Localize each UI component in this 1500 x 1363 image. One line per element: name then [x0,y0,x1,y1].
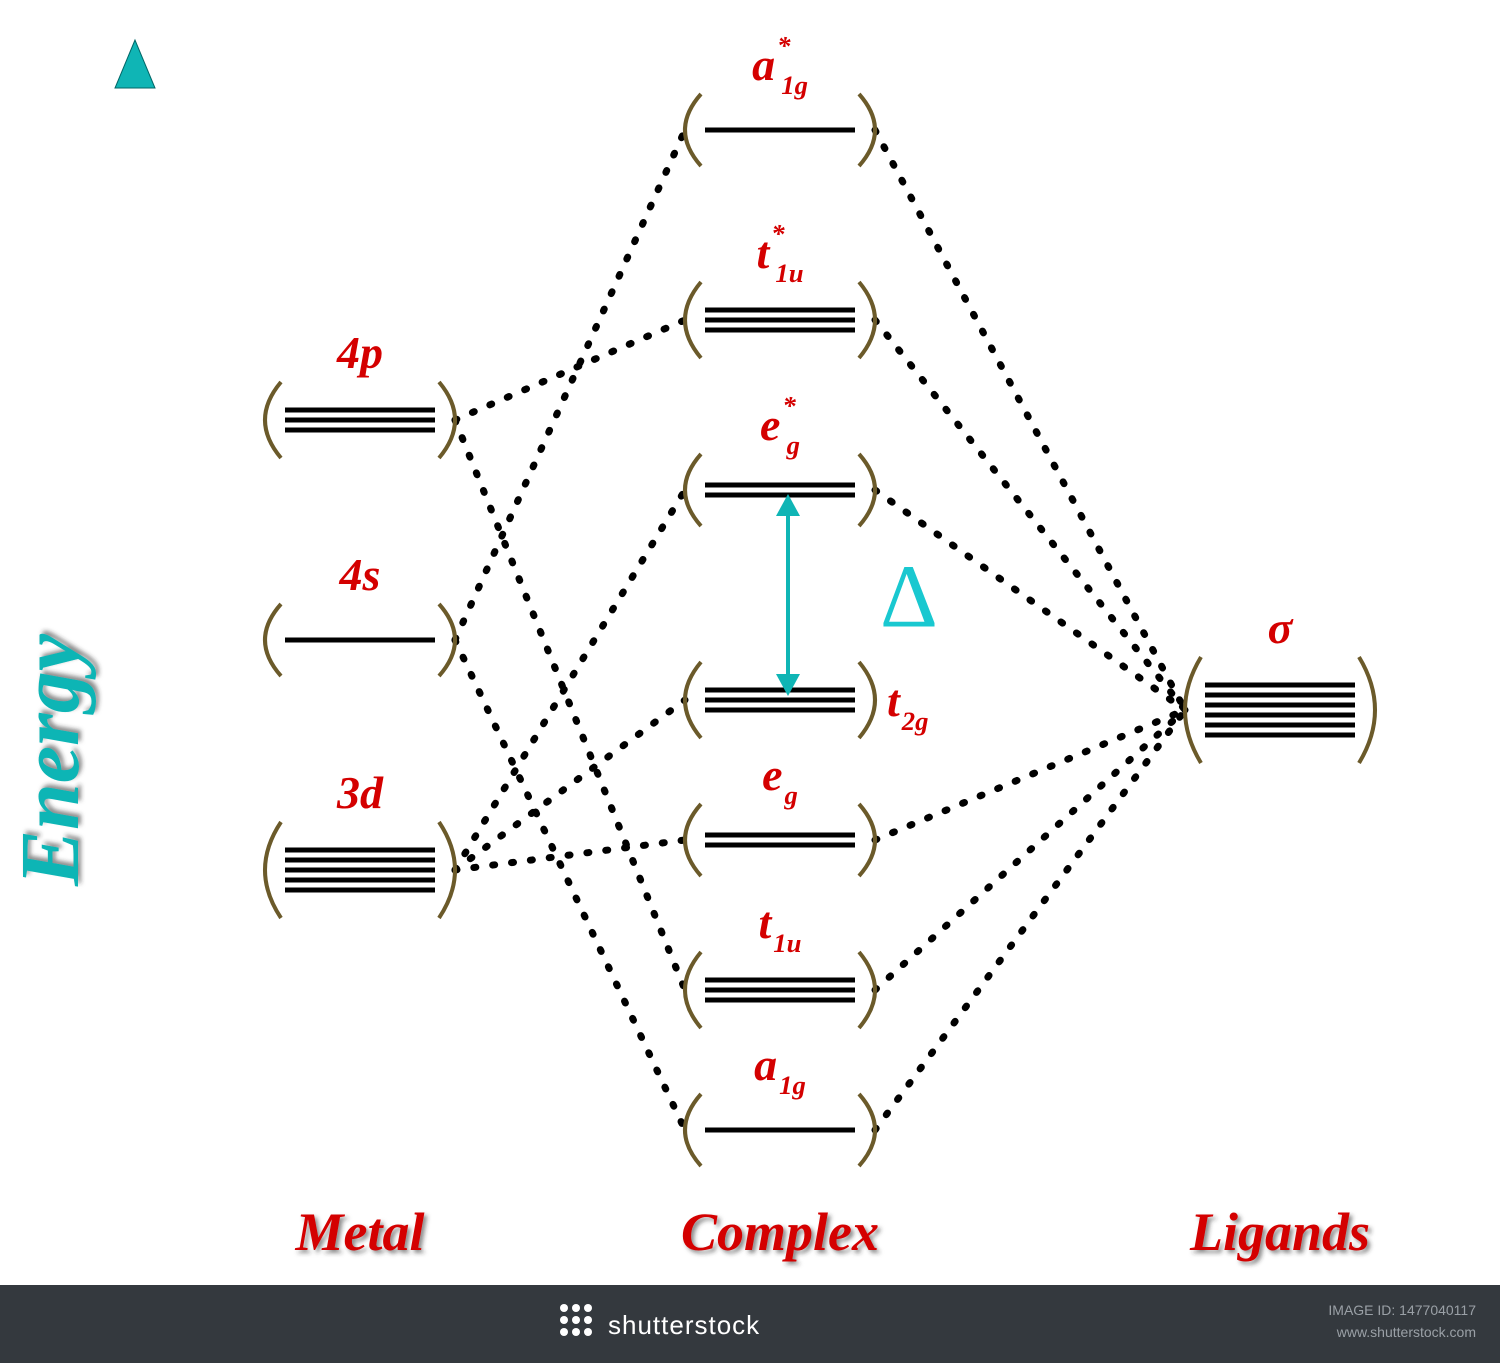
ligand-column-label: Ligands [1189,1202,1370,1262]
orbital-label-sub: g [786,430,800,460]
delta-symbol: Δ [880,548,938,647]
orbital-label-main: 4s [339,549,381,600]
orbital-label-sub: 1g [781,70,808,100]
background [0,0,1500,1363]
orbital-label-main: 3d [336,767,384,818]
orbital-label: σ [1268,602,1294,653]
orbital-label-star: * [771,219,785,249]
complex-column-label: Complex [681,1202,879,1262]
orbital-label-sub: g [784,780,798,810]
orbital-label-main: e [760,399,780,450]
orbital-label-sub: 1u [775,258,803,288]
orbital-label-sub: 1u [773,928,801,958]
footer-brand: shutterstock [608,1310,760,1340]
orbital-label-sub: 1g [779,1070,806,1100]
orbital-label-main: t [887,675,901,726]
footer: shutterstock IMAGE ID: 1477040117 www.shut… [0,1285,1500,1363]
orbital-label-main: t [756,227,770,278]
orbital-label-main: t [759,897,773,948]
orbital-label: 4p [336,327,383,378]
orbital-label: 3d [336,767,384,818]
orbital-label-main: a [752,39,775,90]
metal-column-label: Metal [295,1202,425,1262]
orbital-label-sub: 2g [901,706,929,736]
orbital-label-main: a [754,1039,777,1090]
orbital-label-main: e [762,749,782,800]
orbital-label-main: 4p [336,327,383,378]
orbital-label: 4s [339,549,381,600]
axis-label: Energy [4,633,97,887]
footer-image-id: IMAGE ID: 1477040117 [1328,1302,1476,1318]
orbital-label-star: * [782,391,796,421]
mo-diagram: 4p4s3da*1gt*1ue*gt2gegt1ua1gσΔEnergyMeta… [0,0,1500,1363]
brand-icon [560,1304,592,1336]
footer-site: www.shutterstock.com [1336,1324,1476,1340]
orbital-label-main: σ [1268,602,1294,653]
orbital-label-star: * [777,31,791,61]
